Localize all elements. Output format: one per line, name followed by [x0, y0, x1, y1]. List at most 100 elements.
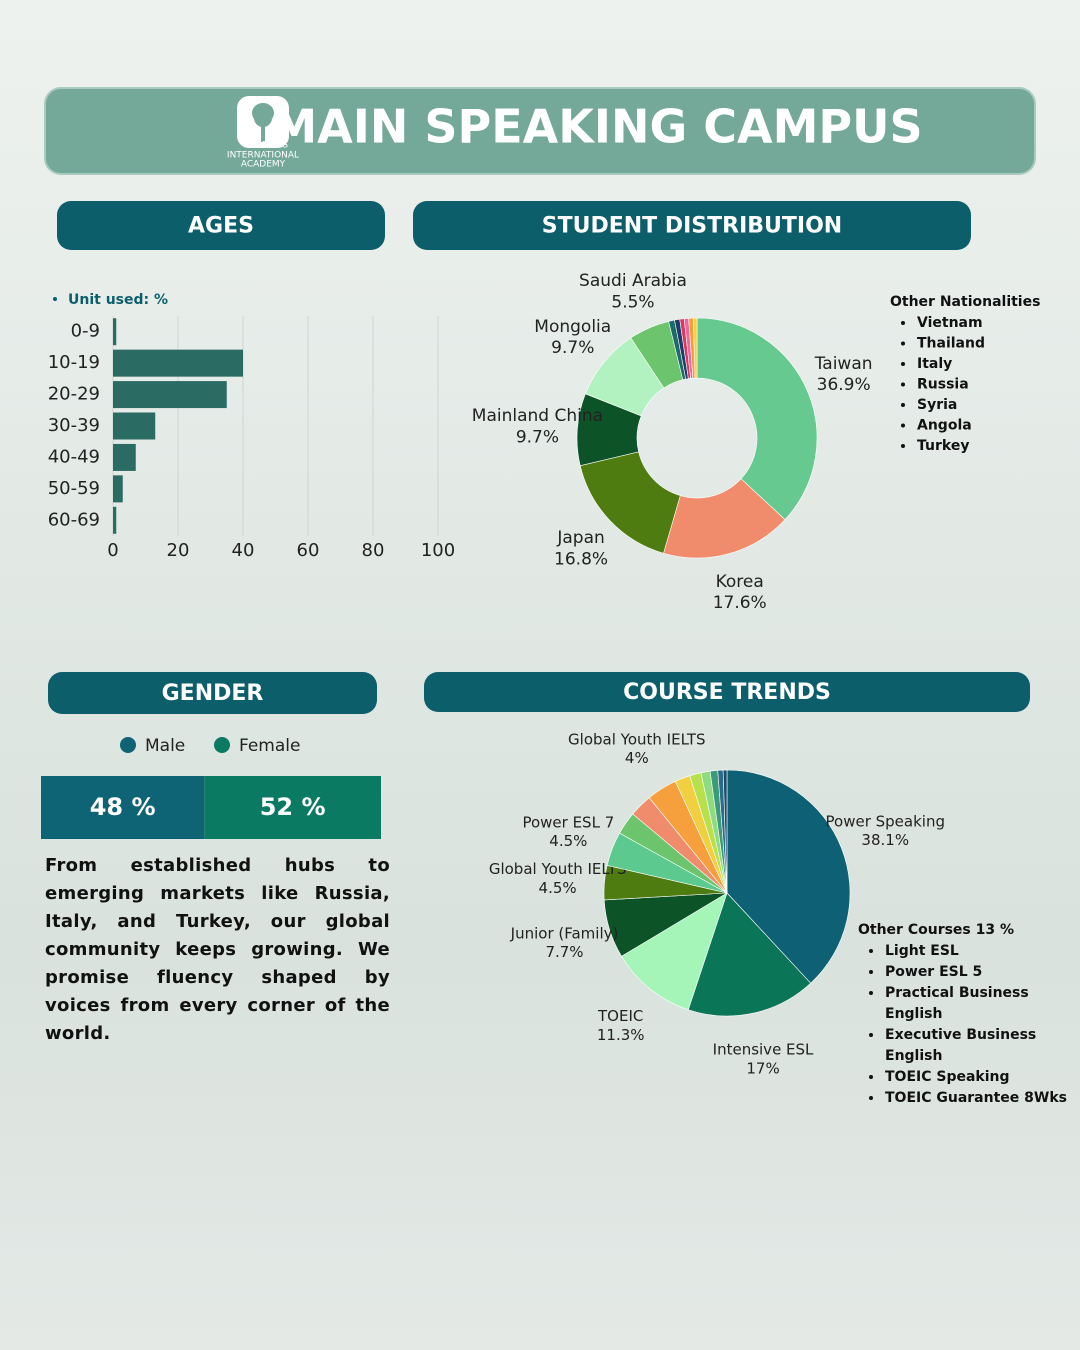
list-item: Practical Business English — [885, 985, 1029, 1022]
bar — [113, 381, 227, 409]
y-tick-label: 40-49 — [48, 446, 100, 467]
list-item: Turkey — [917, 438, 969, 454]
slice-label: Taiwan — [814, 354, 873, 374]
slice — [722, 769, 728, 894]
list-item: Light ESL — [885, 943, 959, 959]
slice-value: 9.7% — [516, 427, 559, 447]
slice-label: Power ESL 7 — [522, 813, 614, 831]
legend-swatch — [214, 737, 230, 753]
slice — [687, 892, 812, 1017]
bullet — [901, 321, 905, 325]
bar — [113, 349, 243, 377]
unit-note: Unit used: % — [68, 292, 168, 308]
slice-value: 11.3% — [597, 1026, 645, 1044]
logo-text: ACADEMY — [241, 160, 286, 170]
logo-tree — [252, 103, 274, 142]
list-item: Thailand — [917, 336, 985, 352]
bar — [113, 475, 123, 503]
slice — [696, 317, 818, 521]
slice-label: Junior (Family) — [510, 924, 619, 942]
slice-label: Saudi Arabia — [579, 271, 687, 291]
list-item: Angola — [917, 418, 972, 434]
slice-label: Global Youth IELTS — [489, 860, 627, 878]
bar — [113, 318, 117, 346]
list-item: Executive Business English — [885, 1027, 1036, 1064]
slice-value: 16.8% — [554, 549, 608, 569]
header-bar — [44, 87, 1036, 175]
bullet — [869, 970, 873, 974]
gender-paragraph: From established hubs to emerging market… — [45, 855, 390, 1044]
x-tick-label: 20 — [167, 540, 190, 561]
legend-swatch — [120, 737, 136, 753]
x-tick-label: 0 — [107, 540, 118, 561]
slice-value: 4.5% — [549, 832, 587, 850]
list-title: Other Nationalities — [890, 294, 1040, 310]
bullet — [901, 423, 905, 428]
section-title: COURSE TRENDS — [623, 680, 831, 705]
bar — [113, 506, 117, 534]
section-title: AGES — [188, 214, 254, 239]
y-tick-label: 20-29 — [48, 384, 100, 405]
logo-text: INTERNATIONAL — [227, 151, 299, 161]
bullet — [901, 444, 905, 448]
x-tick-label: 40 — [232, 540, 255, 561]
section-pill — [48, 672, 377, 714]
section-pill — [413, 201, 971, 250]
bullet — [869, 1096, 873, 1100]
slice-label: Power Speaking — [826, 812, 945, 830]
slice-label: Mongolia — [534, 317, 611, 337]
slice — [621, 892, 728, 1011]
slice-value: 17% — [746, 1059, 779, 1077]
section-pill — [57, 201, 385, 250]
slice-value: 4.5% — [539, 879, 577, 897]
slice-label: Intensive ESL — [713, 1041, 814, 1059]
list-item: Italy — [917, 356, 952, 372]
bullet — [901, 362, 905, 366]
slice-value: 17.6% — [713, 593, 767, 613]
list-item: Power ESL 5 — [885, 964, 982, 980]
slice-label: Mainland China — [472, 406, 603, 426]
bullet — [869, 1075, 873, 1079]
note-bullet — [53, 297, 57, 301]
value-label: 48 % — [90, 793, 156, 821]
section-pill — [424, 672, 1030, 712]
slice-label: Global Youth IELTS — [568, 730, 706, 748]
list-item: TOEIC Guarantee 8Wks — [885, 1090, 1067, 1106]
bar — [113, 443, 136, 471]
y-tick-label: 10-19 — [48, 352, 100, 373]
bullet — [869, 991, 873, 995]
slice-label: Korea — [716, 572, 764, 592]
slice-value: 9.7% — [551, 338, 594, 358]
bullet — [869, 1033, 873, 1037]
page-title: MAIN SPEAKING CAMPUS — [271, 100, 922, 154]
list-item: Syria — [917, 397, 957, 413]
slice-label: Japan — [556, 528, 604, 548]
bar — [113, 412, 156, 440]
bar-segment — [41, 776, 205, 839]
bar-segment — [204, 776, 381, 839]
section-title: GENDER — [162, 681, 264, 706]
bullet — [901, 403, 905, 407]
list-item: TOEIC Speaking — [885, 1069, 1010, 1085]
slice — [726, 769, 851, 984]
y-tick-label: 0-9 — [71, 321, 100, 342]
list-title: Other Courses 13 % — [858, 922, 1014, 938]
slice-value: 4% — [625, 749, 649, 767]
bullet — [869, 949, 873, 953]
value-label: 52 % — [260, 793, 326, 821]
section-title: STUDENT DISTRIBUTION — [542, 214, 842, 239]
slice-value: 36.9% — [817, 375, 871, 395]
legend-label: Female — [239, 736, 300, 756]
y-tick-label: 30-39 — [48, 415, 100, 436]
y-tick-label: 60-69 — [48, 509, 100, 530]
legend-label: Male — [145, 736, 185, 756]
slice-value: 5.5% — [611, 292, 654, 312]
x-tick-label: 80 — [362, 540, 385, 561]
y-tick-label: 50-59 — [48, 478, 100, 499]
x-tick-label: 100 — [421, 540, 455, 561]
slice — [692, 317, 698, 379]
bullet — [901, 382, 905, 387]
bullet — [901, 341, 905, 346]
